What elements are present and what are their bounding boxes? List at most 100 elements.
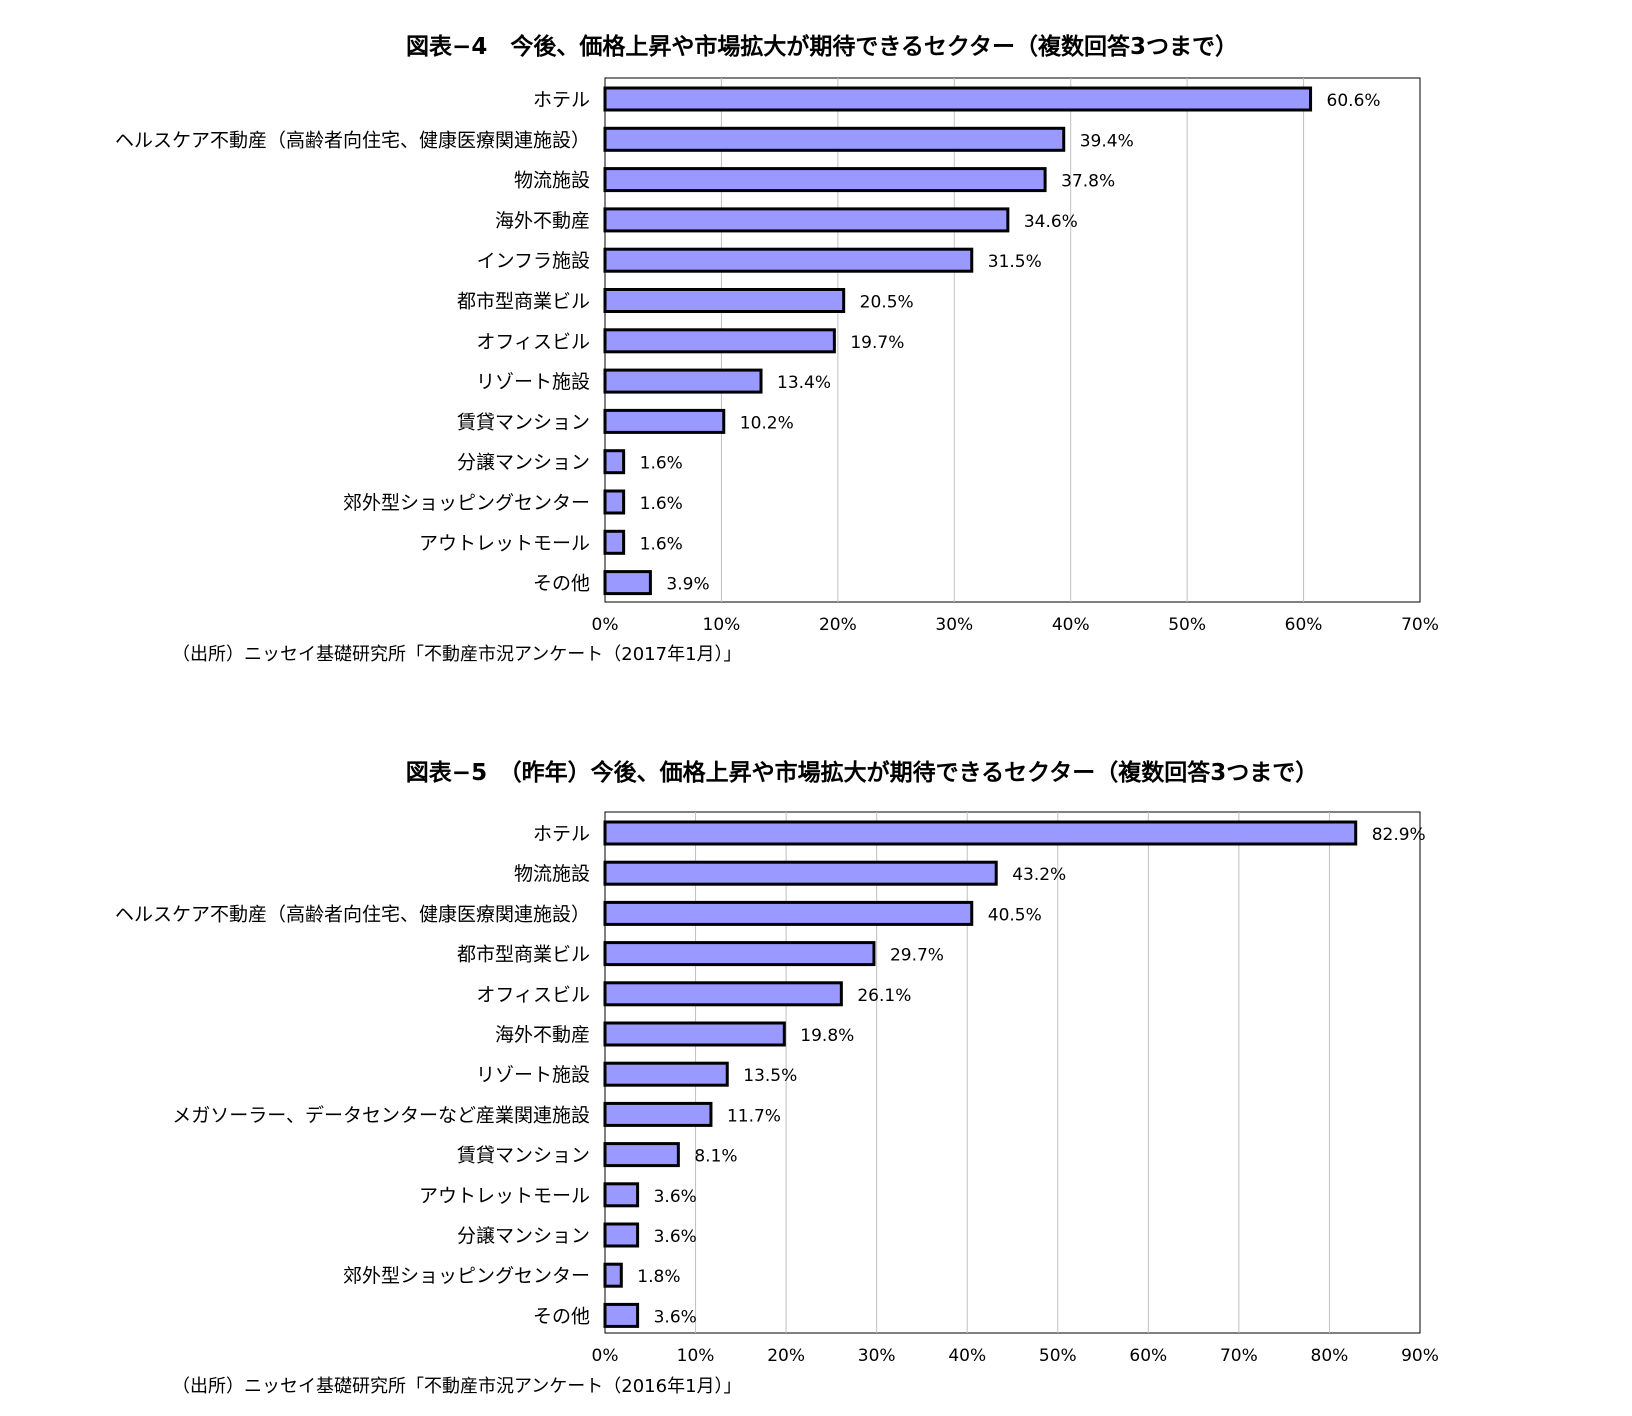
chart5-category-label: ホテル (533, 823, 590, 845)
chart5-data-label: 29.7% (890, 946, 944, 966)
chart5-x-tick-label: 50% (1039, 1346, 1077, 1366)
chart4-bar (603, 570, 652, 596)
chart4-data-label: 13.4% (777, 373, 831, 393)
chart5-x-tick-label: 90% (1401, 1346, 1439, 1366)
chart4-data-label: 1.6% (640, 534, 683, 554)
chart4-bar (603, 408, 726, 434)
chart4-category-label: 分譲マンション (457, 452, 590, 474)
chart5-bar (603, 1182, 640, 1208)
chart5-data-label: 40.5% (988, 905, 1042, 925)
chart5-data-label: 3.6% (654, 1227, 697, 1247)
chart4-bar (603, 247, 974, 273)
chart5-x-tick-label: 10% (677, 1346, 715, 1366)
chart4-category-label: 郊外型ショッピングセンター (343, 492, 590, 514)
chart5-bar (603, 900, 974, 926)
chart5-bar (603, 1302, 640, 1328)
chart4-bar (603, 167, 1047, 193)
chart4-data-label: 39.4% (1080, 131, 1134, 151)
chart5-category-label: ヘルスケア不動産（高齢者向住宅、健康医療関連施設） (115, 903, 590, 925)
chart5-x-tick-label: 20% (767, 1346, 805, 1366)
chart4-data-label: 20.5% (860, 293, 914, 313)
chart5-category-label: 物流施設 (514, 863, 590, 885)
chart4-x-tick-label: 10% (703, 615, 741, 635)
chart4-category-label: その他 (533, 573, 590, 595)
chart5-x-tick-label: 60% (1129, 1346, 1167, 1366)
chart5-data-label: 3.6% (654, 1307, 697, 1327)
chart5-data-label: 13.5% (743, 1066, 797, 1086)
chart4-data-label: 60.6% (1327, 91, 1381, 111)
chart4-x-tick-label: 0% (592, 615, 619, 635)
chart5-data-label: 43.2% (1012, 865, 1066, 885)
chart4-data-label: 10.2% (740, 413, 794, 433)
chart5-category-label: 郊外型ショッピングセンター (343, 1265, 590, 1287)
chart5-category-label: 海外不動産 (495, 1024, 590, 1046)
chart5-bar (603, 1021, 786, 1047)
chart4-category-label: オフィスビル (476, 331, 590, 353)
chart4-category-label: ホテル (533, 89, 590, 111)
chart4-x-tick-label: 60% (1285, 615, 1323, 635)
chart5-category-label: メガソーラー、データセンターなど産業関連施設 (172, 1104, 590, 1126)
chart5-data-label: 3.6% (654, 1187, 697, 1207)
chart5-data-label: 82.9% (1372, 825, 1426, 845)
chart5-category-label: アウトレットモール (419, 1185, 590, 1207)
chart4-title: 図表−4 今後、価格上昇や市場拡大が期待できるセクター（複数回答3つまで） (406, 33, 1238, 60)
chart5-category-label: 都市型商業ビル (457, 944, 590, 966)
chart5-bar (603, 1222, 640, 1248)
chart5-source-note: （出所）ニッセイ基礎研究所「不動産市況アンケート（2016年1月）」 (172, 1376, 742, 1397)
chart4-category-label: 都市型商業ビル (457, 291, 590, 313)
chart5-data-label: 8.1% (694, 1147, 737, 1167)
chart4-bar (603, 449, 626, 475)
chart4-category-label: アウトレットモール (419, 532, 590, 554)
chart4-x-tick-label: 50% (1168, 615, 1206, 635)
chart4-category-label: 物流施設 (514, 170, 590, 192)
chart5-data-label: 11.7% (727, 1106, 781, 1126)
chart5-x-tick-label: 80% (1311, 1346, 1349, 1366)
chart5-data-label: 1.8% (637, 1267, 680, 1287)
chart5-bar (603, 1262, 623, 1288)
chart4-data-label: 31.5% (988, 252, 1042, 272)
chart4-bar (603, 207, 1010, 233)
chart5-category-label: 分譲マンション (457, 1225, 590, 1247)
chart5-x-tick-label: 30% (858, 1346, 896, 1366)
chart5-x-tick-label: 0% (592, 1346, 619, 1366)
chart4-bar (603, 126, 1066, 152)
chart4-bar (603, 288, 846, 313)
chart5-data-label: 19.8% (800, 1026, 854, 1046)
chart4-bar (603, 328, 836, 354)
chart4-bar (603, 86, 1313, 112)
chart5-bar (603, 941, 876, 967)
chart4-data-label: 3.9% (666, 575, 709, 595)
chart5-bar (603, 1101, 713, 1127)
chart4-bar (603, 529, 626, 555)
chart5-category-label: 賃貸マンション (457, 1145, 590, 1167)
chart4-category-label: インフラ施設 (477, 250, 590, 272)
chart4-category-label: 賃貸マンション (457, 411, 590, 433)
chart5-category-label: その他 (533, 1305, 590, 1327)
chart4-bar (603, 489, 626, 515)
chart4-data-label: 1.6% (640, 454, 683, 474)
chart5-plot-area (604, 811, 1421, 1334)
chart5-x-tick-label: 70% (1220, 1346, 1258, 1366)
chart4-source-note: （出所）ニッセイ基礎研究所「不動産市況アンケート（2017年1月）」 (172, 644, 742, 665)
chart4-category-label: 海外不動産 (495, 210, 590, 232)
chart4-data-label: 37.8% (1061, 172, 1115, 192)
chart5-bar (603, 981, 843, 1007)
chart5-title: 図表−5 （昨年）今後、価格上昇や市場拡大が期待できるセクター（複数回答3つまで… (406, 759, 1318, 786)
chart5-data-label: 26.1% (857, 986, 911, 1006)
chart4-data-label: 1.6% (640, 494, 683, 514)
chart5-bar (603, 860, 998, 886)
chart4-x-tick-label: 20% (819, 615, 857, 635)
chart5-category-label: リゾート施設 (476, 1064, 590, 1086)
chart5-bar (603, 1142, 680, 1168)
chart5-bar (603, 1061, 729, 1087)
chart4-bar (603, 368, 763, 394)
chart4-data-label: 19.7% (850, 333, 904, 353)
chart4-x-tick-label: 30% (935, 615, 973, 635)
chart5-category-label: オフィスビル (476, 984, 590, 1006)
chart4-x-tick-label: 70% (1401, 615, 1439, 635)
chart5-bar (603, 820, 1358, 846)
chart4-data-label: 34.6% (1024, 212, 1078, 232)
chart4-category-label: リゾート施設 (476, 371, 590, 393)
chart4-x-tick-label: 40% (1052, 615, 1090, 635)
